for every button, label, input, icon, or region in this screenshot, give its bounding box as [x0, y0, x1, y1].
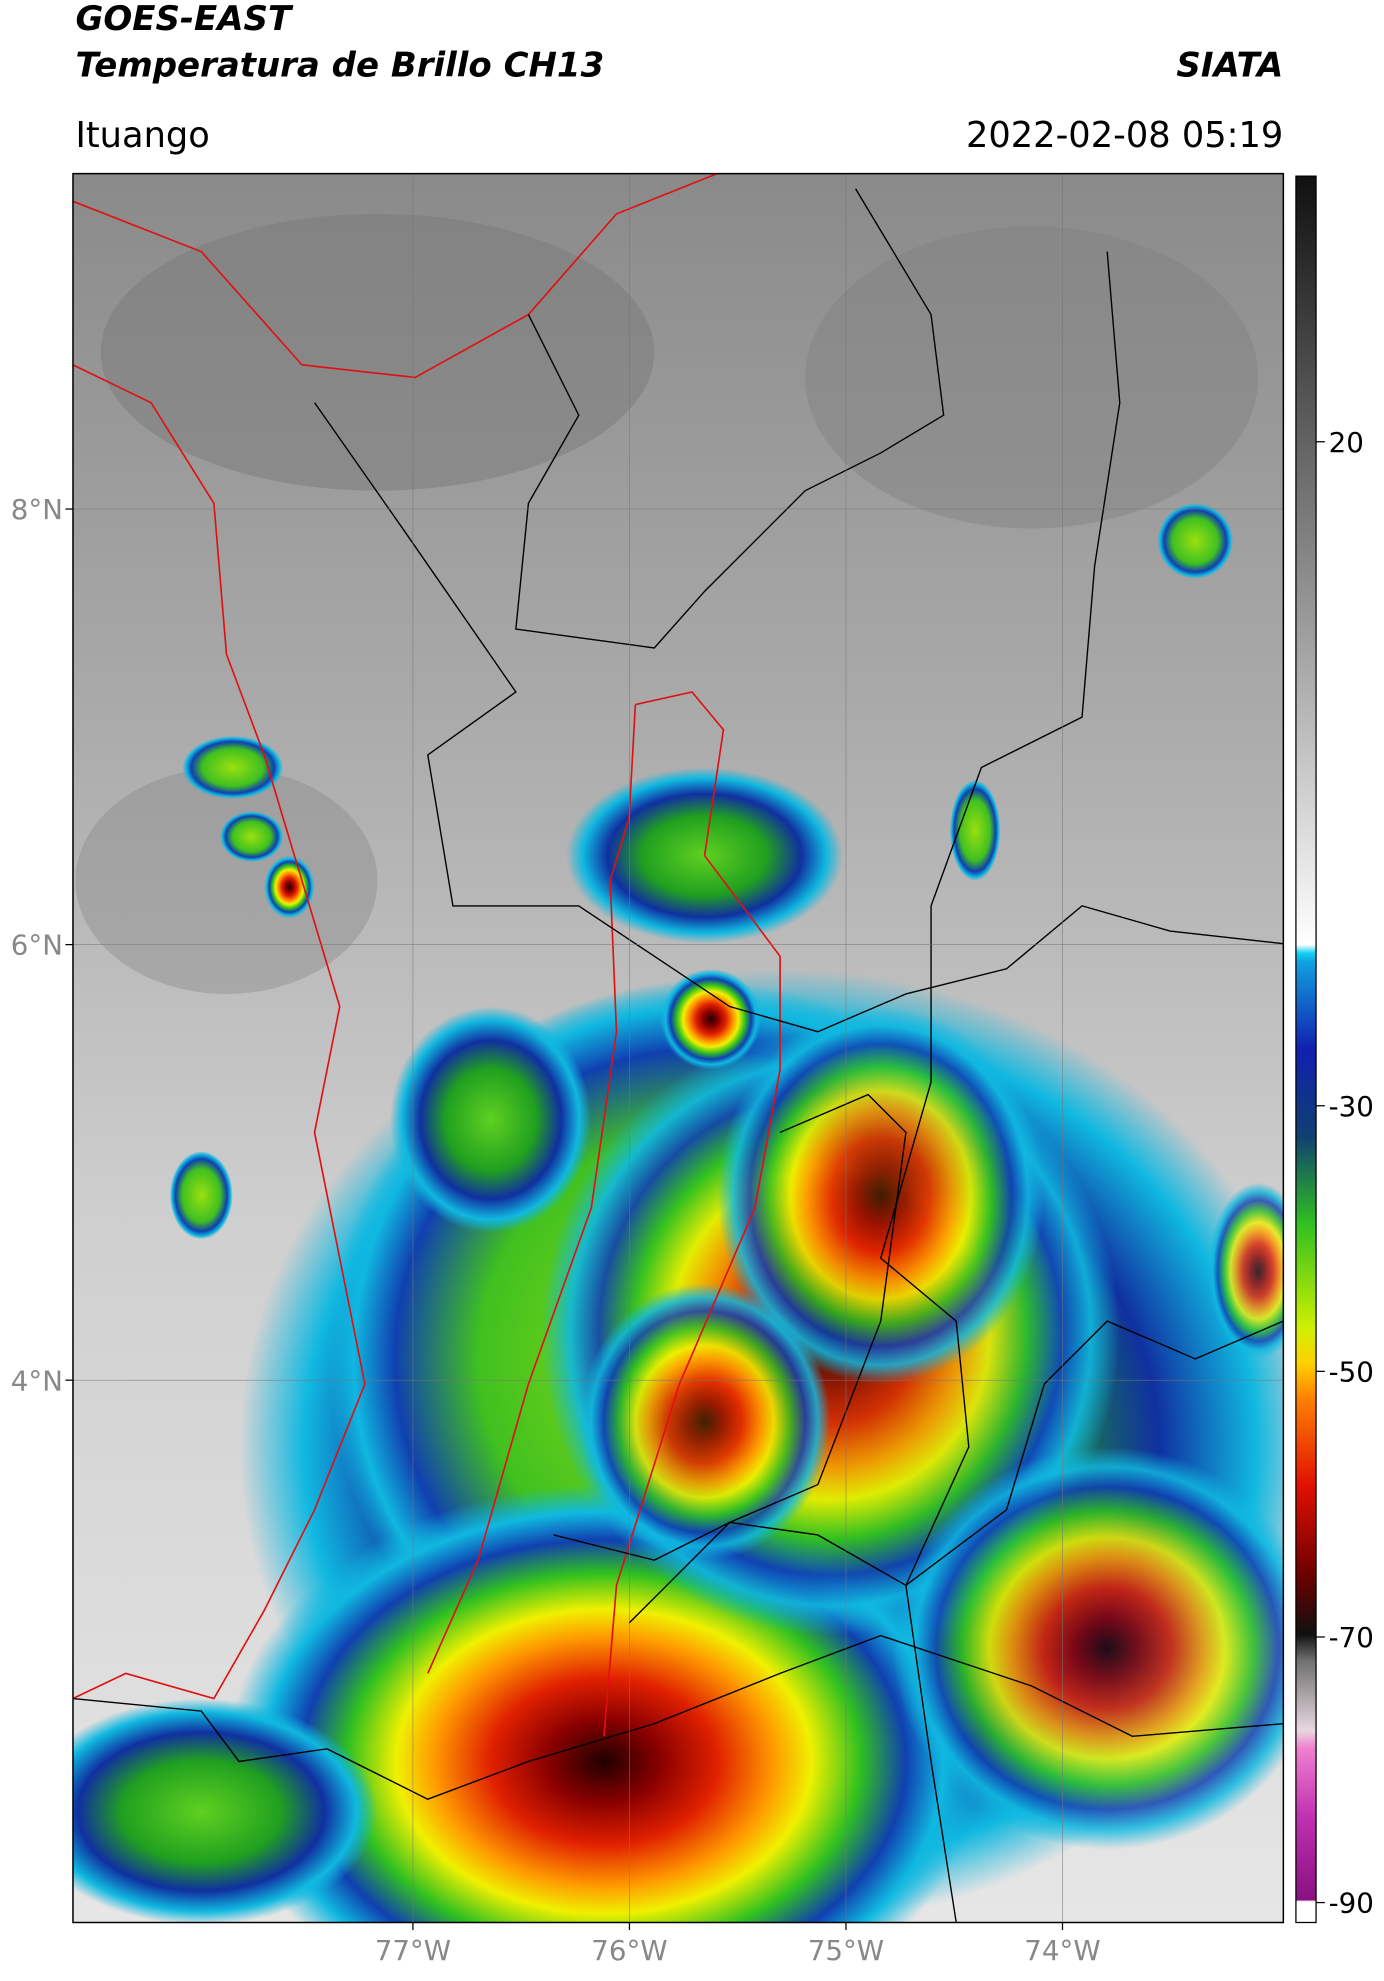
satellite-image [72, 173, 1284, 1923]
datetime: 2022-02-08 05:19 [966, 115, 1283, 156]
y-tick-label: 8°N [11, 493, 63, 526]
colorbar-tick-label: 20 [1329, 426, 1364, 459]
subtitle: Temperatura de Brillo CH13 [75, 46, 604, 86]
x-tick-label: 77°W [375, 1934, 451, 1967]
graticule [72, 173, 1284, 1923]
map-frame [72, 172, 1285, 1924]
y-tick-label: 6°N [11, 929, 63, 962]
region: Ituango [75, 115, 209, 156]
organization: SIATA [1176, 46, 1283, 86]
colorbar-tick-label: -70 [1329, 1621, 1374, 1654]
x-tick-label: 75°W [808, 1934, 884, 1967]
colorbar-tick-label: -50 [1329, 1355, 1374, 1388]
y-tick-label: 4°N [11, 1364, 63, 1397]
colorbar-tick-label: -30 [1329, 1090, 1374, 1123]
x-tick-label: 74°W [1024, 1934, 1100, 1967]
colorbar [1295, 175, 1317, 1924]
colorbar-tick-label: -90 [1329, 1887, 1374, 1920]
title: GOES-EAST [75, 0, 293, 39]
x-tick-label: 76°W [591, 1934, 667, 1967]
